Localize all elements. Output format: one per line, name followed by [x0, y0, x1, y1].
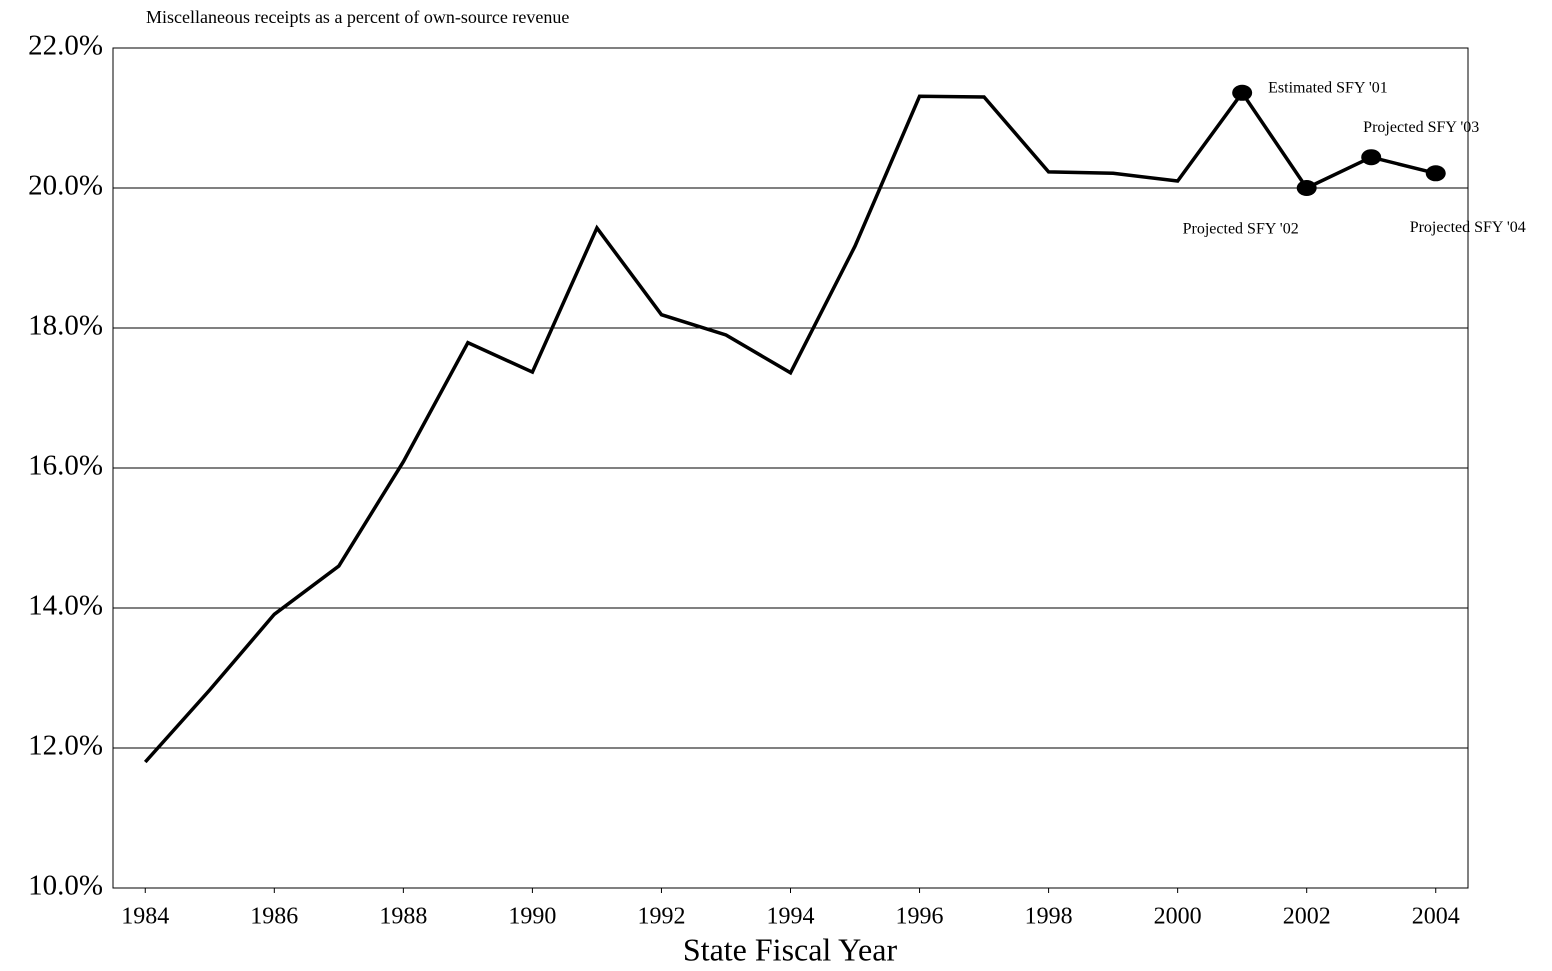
y-tick-label: 12.0% — [28, 730, 103, 762]
annotation: Estimated SFY '01 — [1268, 79, 1388, 96]
x-tick-label: 1984 — [121, 904, 169, 930]
x-tick-label: 2000 — [1154, 904, 1202, 930]
x-tick-label: 1998 — [1025, 904, 1073, 930]
line — [143, 89, 1437, 764]
y-tick-label: 22.0% — [28, 30, 103, 62]
point-marker — [1425, 165, 1446, 182]
y-tick-label: 18.0% — [28, 310, 103, 342]
x-tick-label: 1990 — [508, 904, 556, 930]
annotation: Projected SFY '02 — [1183, 221, 1299, 238]
x-tick-label: 2004 — [1412, 904, 1460, 930]
x-tick-label: 1988 — [379, 904, 427, 930]
point-marker — [1232, 84, 1253, 101]
x-tick-label: 2002 — [1283, 904, 1331, 930]
point-marker — [1296, 180, 1317, 196]
chart-title: Miscellaneous receipts as a percent of o… — [146, 7, 569, 27]
x-axis-label: State Fiscal Year — [683, 931, 898, 967]
y-tick-label: 14.0% — [28, 590, 103, 622]
plot-frame — [112, 47, 1469, 889]
y-tick-label: 10.0% — [28, 870, 103, 902]
point-marker — [1361, 149, 1382, 166]
y-tick-label: 16.0% — [28, 450, 103, 482]
x-tick-label: 1992 — [637, 904, 685, 930]
annotation: Projected SFY '03 — [1363, 119, 1479, 136]
annotation: Projected SFY '04 — [1410, 219, 1526, 236]
x-tick-label: 1994 — [767, 904, 815, 930]
x-tick-label: 1986 — [250, 904, 298, 930]
y-tick-label: 20.0% — [28, 170, 103, 202]
x-tick-label: 1996 — [896, 904, 944, 930]
